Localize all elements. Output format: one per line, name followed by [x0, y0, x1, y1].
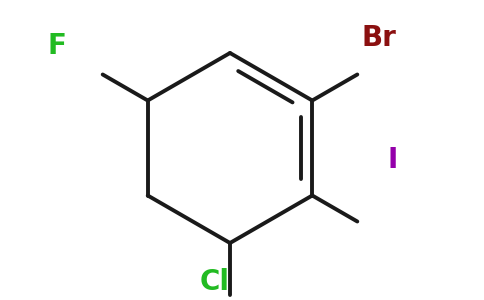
Text: Br: Br — [362, 24, 397, 52]
Text: I: I — [388, 146, 398, 174]
Text: Cl: Cl — [200, 268, 230, 296]
Text: F: F — [48, 32, 67, 60]
